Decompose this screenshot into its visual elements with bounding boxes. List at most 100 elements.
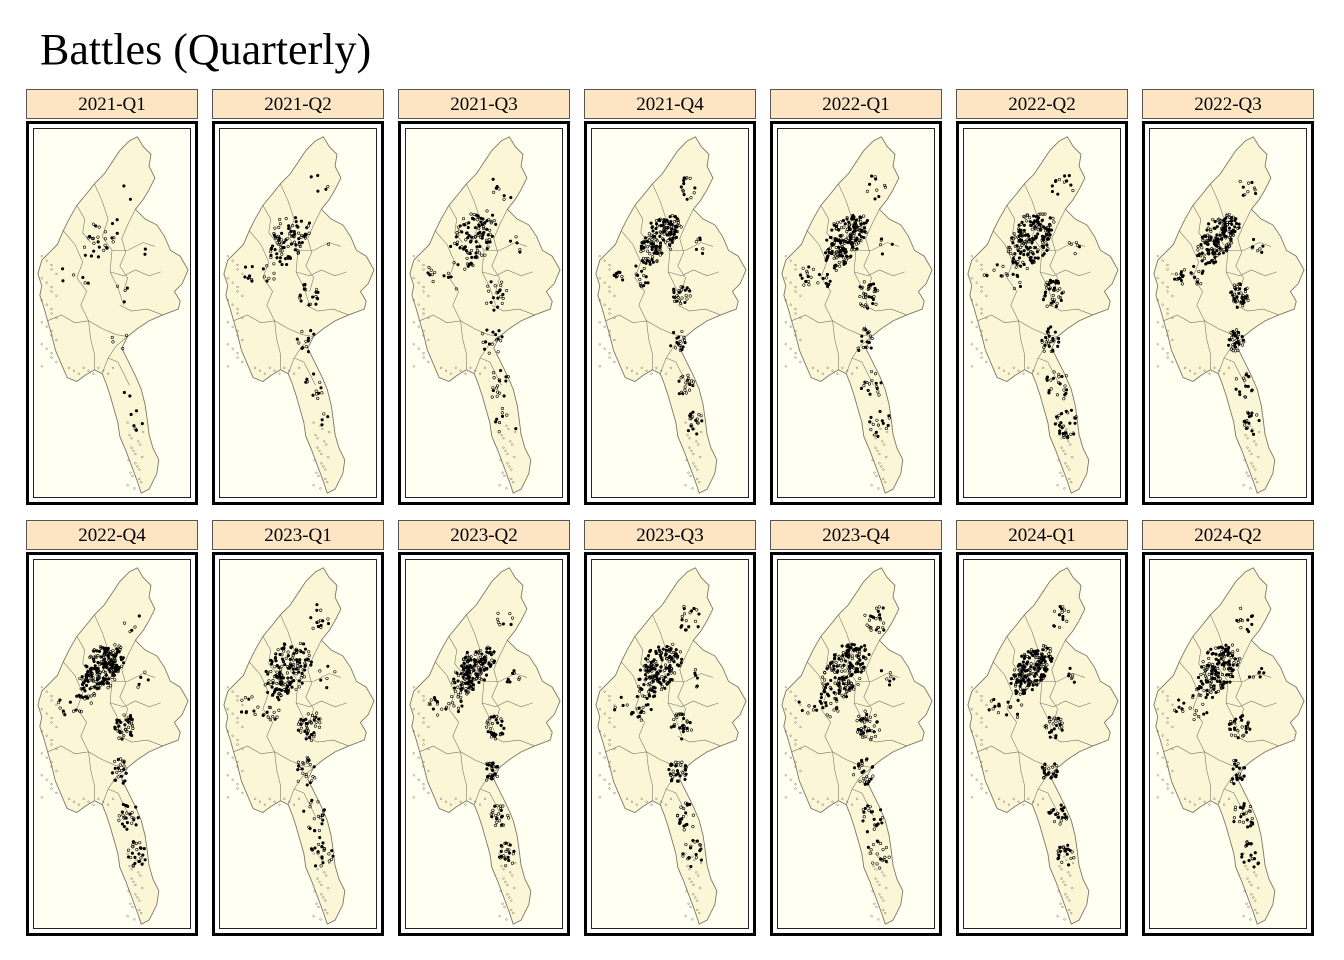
battle-event-point [1257,418,1261,423]
island [846,369,849,372]
battle-event-point [888,671,892,675]
battle-event-point [1032,214,1036,218]
region-border [305,304,349,316]
battle-event-point [304,663,308,667]
region-border [1039,269,1091,277]
battle-event-point [825,665,829,669]
battle-event-point [875,606,879,610]
battle-event-point [479,661,483,665]
island [699,455,702,459]
battle-event-point [496,390,500,394]
region-border [1024,614,1054,737]
battle-event-point [146,678,150,682]
battle-event-point [666,226,670,230]
battle-event-point [1009,677,1013,681]
battle-event-point [670,223,674,227]
battle-event-point [88,687,92,691]
island [241,360,244,364]
island [975,259,978,262]
battle-event-point [1040,338,1044,342]
battle-event-point [693,619,698,623]
battle-event-point [507,848,511,852]
battle-event-point [646,659,650,663]
island [501,902,504,905]
island [980,721,983,724]
battle-event-point [314,389,318,393]
battle-event-point [491,808,495,812]
battle-event-point [677,299,682,303]
battle-event-point [1062,435,1066,439]
battle-event-point [312,718,316,722]
battle-event-point [669,647,673,651]
battle-event-point [488,727,493,731]
island [236,699,239,702]
battle-event-point [1033,674,1037,678]
island [691,918,694,921]
battle-event-point [469,682,473,687]
island [608,329,611,333]
battle-event-point [486,730,490,734]
region-border [88,320,95,370]
island [45,756,48,759]
island [513,455,516,459]
battle-event-point [1262,671,1266,675]
battle-event-point [697,612,701,616]
battle-event-point [832,664,836,668]
battle-event-point [313,846,317,850]
battle-event-point [96,660,100,665]
battle-event-point [282,646,286,650]
island [684,421,687,424]
battle-event-point [1231,342,1235,347]
battle-event-point [1235,618,1239,623]
island [314,434,317,437]
facet-strip-label: 2024-Q2 [1142,520,1314,550]
battle-event-point [678,726,682,730]
battle-event-point [498,819,502,823]
region-border [1223,788,1246,817]
island [603,347,606,350]
island [1161,325,1164,328]
battle-event-point [1072,680,1076,684]
battle-event-point [861,819,865,823]
battle-event-point [484,240,489,244]
battle-event-point [490,815,494,819]
battle-event-point [58,698,62,702]
battle-event-point [873,197,877,201]
battle-event-point [1018,687,1023,691]
battle-event-point [1030,227,1034,231]
island [1193,372,1196,375]
battle-event-point [282,660,286,664]
battle-event-point [1059,803,1063,807]
battle-event-point [454,689,458,693]
battle-event-point [1194,687,1199,691]
battle-event-point [688,294,692,298]
battle-event-point [122,734,126,738]
battle-event-point [1068,848,1072,852]
island [459,800,462,803]
island [684,484,687,487]
battle-event-point [681,814,686,818]
island [980,699,983,702]
battle-event-point [829,678,833,682]
battle-event-point [119,720,123,724]
battle-event-point [871,842,876,847]
battle-event-point [299,726,303,730]
island [883,874,886,877]
battle-event-point [678,339,682,343]
island [226,796,229,799]
island [1156,255,1159,258]
island [50,699,53,702]
battle-event-point [1203,234,1207,238]
battle-event-point [310,798,314,802]
island [1041,366,1045,369]
battle-event-point [277,225,281,229]
island [502,437,505,440]
battle-event-point [1197,253,1201,258]
battle-event-point [1243,395,1248,399]
battle-event-point [807,283,811,287]
battle-event-point [92,249,96,253]
battle-event-point [655,258,659,263]
battle-event-point [309,801,313,805]
battle-event-point [280,688,284,692]
battle-event-point [307,758,311,762]
